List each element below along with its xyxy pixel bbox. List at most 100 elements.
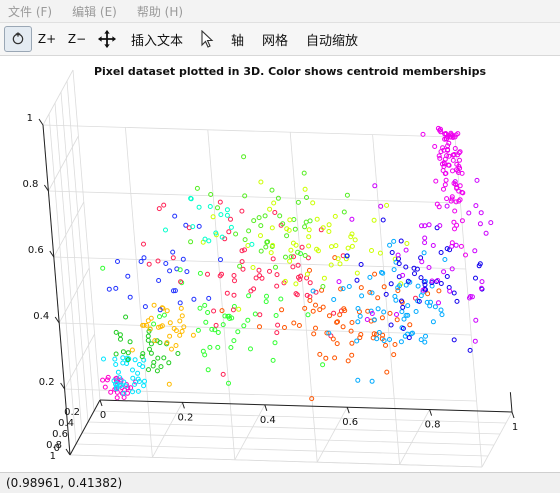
scatter-point — [250, 265, 256, 270]
grid-button[interactable]: 网格 — [262, 33, 289, 49]
rotate-button[interactable] — [4, 26, 32, 52]
scatter-point — [442, 182, 448, 188]
z-tick-label: 1 — [27, 113, 33, 124]
scatter-point — [395, 288, 401, 294]
scatter-point — [157, 314, 162, 320]
grid-line — [64, 388, 477, 402]
scatter-point — [142, 304, 148, 310]
scatter-point — [148, 350, 154, 356]
scatter-point — [369, 290, 375, 296]
scatter-point — [139, 354, 145, 360]
scatter-point — [228, 224, 234, 230]
scatter-point — [456, 188, 462, 194]
scatter-point — [474, 177, 480, 183]
grid-line — [234, 404, 266, 460]
x-tick-label: 0.6 — [342, 417, 358, 428]
scatter-point — [275, 195, 281, 201]
scatter-point — [307, 298, 313, 303]
scatter-point — [245, 317, 251, 323]
axes-button[interactable]: 轴 — [231, 33, 245, 49]
z-tick-mark — [65, 448, 71, 456]
scatter-point — [236, 306, 242, 312]
scatter-point — [173, 328, 179, 334]
scatter-point — [452, 208, 458, 214]
scatter-point — [302, 305, 308, 311]
scatter-point — [348, 328, 354, 334]
scatter-point — [272, 340, 278, 346]
scatter-point — [436, 300, 441, 306]
scatter-point — [302, 253, 308, 258]
scatter-point — [130, 375, 136, 381]
scatter-point — [100, 265, 106, 271]
scatter-point — [271, 200, 277, 206]
scatter-point — [320, 362, 326, 368]
scatter-point — [355, 377, 361, 383]
grid-line — [60, 91, 89, 423]
scatter-point — [423, 333, 428, 339]
scatter-point — [145, 337, 151, 343]
menu-file[interactable]: 文件 (F) — [8, 4, 53, 19]
scatter-point — [439, 312, 445, 318]
scatter-point — [320, 225, 326, 231]
scatter-point — [270, 242, 276, 248]
scatter-point — [374, 336, 380, 342]
autoscale-button[interactable]: 自动缩放 — [306, 33, 359, 49]
scatter-point — [155, 258, 161, 264]
scatter-point — [146, 367, 151, 373]
scatter-point — [443, 170, 449, 176]
scatter-point — [219, 271, 224, 277]
scatter-point — [444, 136, 450, 142]
scatter-point — [436, 288, 442, 294]
scatter-point — [267, 268, 272, 274]
zoom-out-button[interactable]: Z− — [67, 32, 87, 46]
select-pointer-button[interactable] — [192, 26, 222, 52]
scatter-point — [444, 246, 450, 252]
scatter-point — [326, 229, 332, 234]
scatter-point — [446, 140, 452, 146]
scatter-point — [346, 284, 352, 289]
scatter-point — [130, 389, 135, 395]
scatter3d-chart[interactable]: Pixel dataset plotted in 3D. Color shows… — [0, 56, 560, 472]
scatter-point — [241, 154, 247, 160]
scatter-point — [125, 357, 131, 363]
scatter-point — [378, 203, 384, 209]
scatter-point — [349, 352, 355, 358]
scatter-point — [132, 381, 138, 387]
x-tick-label: 0.4 — [260, 415, 276, 426]
menu-help[interactable]: 帮助 (H) — [136, 4, 184, 19]
scatter-point — [349, 216, 355, 222]
scatter-point — [217, 199, 223, 205]
scatter-point — [226, 380, 231, 386]
scatter-point — [194, 185, 200, 191]
insert-text-button[interactable]: 插入文本 — [131, 33, 184, 49]
scatter-point — [438, 129, 444, 135]
pan-button[interactable] — [92, 26, 122, 52]
y-tick-label: 1 — [50, 451, 56, 462]
scatter-point — [213, 322, 219, 328]
scatter-point — [104, 377, 110, 383]
scatter-point — [213, 230, 219, 236]
y-tick-label: 0.4 — [58, 418, 74, 429]
scatter-point — [334, 319, 340, 325]
scatter-point — [448, 132, 454, 138]
scatter-point — [202, 236, 208, 242]
x-axis-line — [99, 399, 513, 413]
scatter-point — [290, 264, 296, 270]
scatter-point — [403, 312, 409, 318]
scatter-point — [256, 215, 262, 221]
scatter-point — [141, 255, 147, 261]
chart-title: Pixel dataset plotted in 3D. Color shows… — [94, 65, 487, 78]
zoom-in-button[interactable]: Z+ — [37, 32, 57, 46]
scatter-point — [354, 270, 360, 276]
scatter-point — [419, 223, 424, 229]
scatter-point — [121, 379, 127, 385]
scatter-point — [411, 265, 417, 271]
scatter-point — [442, 257, 448, 262]
scatter-point — [210, 214, 216, 220]
scatter-point — [460, 190, 466, 196]
menu-edit[interactable]: 编辑 (E) — [72, 4, 117, 19]
scatter-point — [444, 203, 450, 209]
plot-area[interactable]: Pixel dataset plotted in 3D. Color shows… — [0, 56, 560, 472]
scatter-point — [438, 126, 443, 132]
scatter-point — [121, 395, 127, 400]
